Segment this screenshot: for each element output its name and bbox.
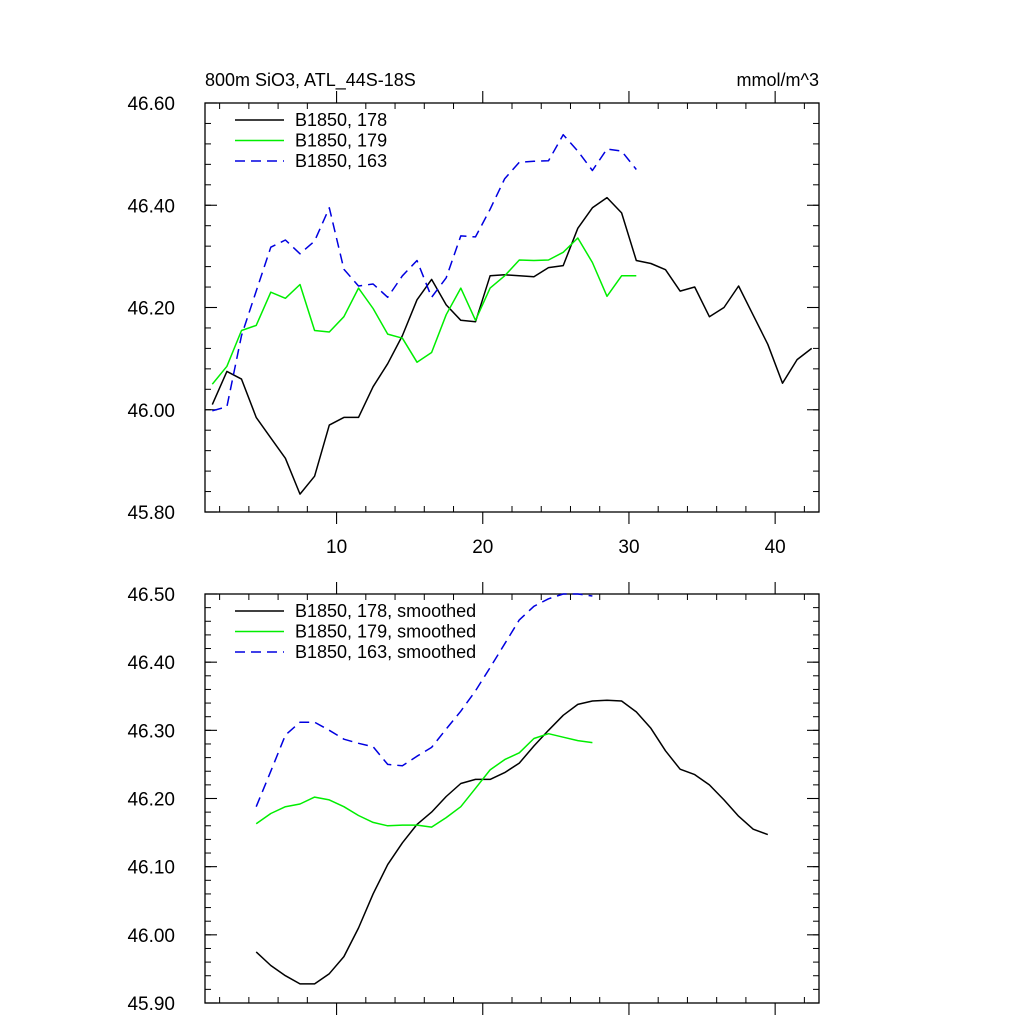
- legend-label: B1850, 163, smoothed: [295, 642, 476, 662]
- legend-label: B1850, 179, smoothed: [295, 622, 476, 642]
- series-line-3: [212, 133, 637, 412]
- y-tick-label: 46.20: [127, 299, 175, 320]
- x-tick-label: 10: [326, 537, 347, 558]
- series-line-1: [211, 196, 813, 495]
- legend-label: B1850, 178: [295, 110, 387, 130]
- y-tick-label: 46.50: [127, 585, 175, 606]
- series-line-2: [255, 732, 593, 828]
- legend-label: B1850, 178, smoothed: [295, 601, 476, 621]
- y-tick-label: 46.40: [127, 653, 175, 674]
- top-plot-panel: 10 20 30 40 45.80 46.00 46.20 46.40 46.60 B1850, …: [127, 91, 820, 558]
- chart-title: 800m SiO3, ATL_44S-18S: [205, 70, 416, 91]
- y-tick-label: 46.00: [127, 401, 175, 422]
- y-tick-label: 46.30: [127, 721, 175, 742]
- units-label: mmol/m^3: [737, 70, 819, 90]
- y-tick-label: 45.80: [127, 503, 175, 524]
- legend-label: B1850, 163: [295, 151, 387, 171]
- legend-label: B1850, 179: [295, 131, 387, 151]
- bottom-plot-panel-smoothed: 45.90 46.00 46.10 46.20 46.30 46.40 46.50 B1850…: [127, 582, 820, 1015]
- x-tick-label: 30: [618, 537, 639, 558]
- series-line-3: [255, 593, 593, 807]
- y-tick-label: 46.20: [127, 790, 175, 811]
- series-line-1: [255, 699, 769, 985]
- series-line-2: [211, 237, 637, 385]
- y-tick-label: 45.90: [127, 994, 175, 1015]
- x-tick-label: 20: [472, 537, 493, 558]
- y-tick-label: 46.60: [127, 94, 175, 115]
- x-tick-label: 40: [765, 537, 786, 558]
- y-tick-label: 46.10: [127, 858, 175, 879]
- y-tick-label: 46.00: [127, 926, 175, 947]
- y-tick-label: 46.40: [127, 196, 175, 217]
